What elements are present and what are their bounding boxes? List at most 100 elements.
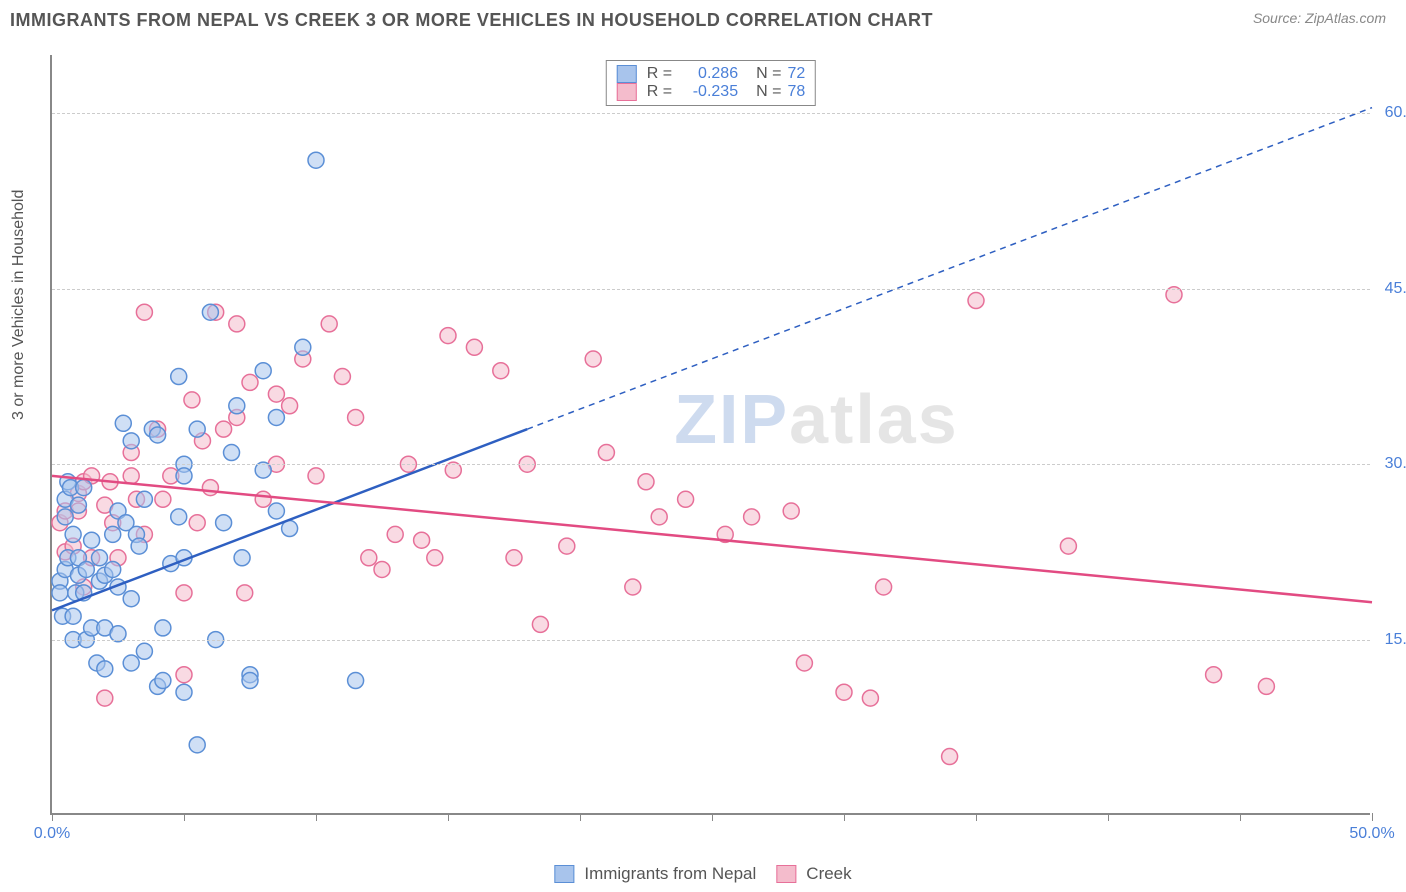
data-point [97, 661, 113, 677]
data-point [242, 673, 258, 689]
data-point [229, 398, 245, 414]
legend-row: R =0.286N =72 [617, 65, 805, 83]
data-point [105, 561, 121, 577]
n-value: 72 [787, 65, 805, 83]
x-tick-label: 0.0% [34, 825, 70, 843]
data-point [268, 409, 284, 425]
data-point [282, 398, 298, 414]
data-point [229, 316, 245, 332]
data-point [374, 561, 390, 577]
regression-line-extrapolated [527, 108, 1372, 430]
x-tick-label: 50.0% [1349, 825, 1394, 843]
gridline [52, 464, 1370, 465]
legend-swatch [617, 83, 637, 101]
data-point [493, 363, 509, 379]
data-point [585, 351, 601, 367]
data-point [968, 293, 984, 309]
data-point [189, 515, 205, 531]
data-point [234, 550, 250, 566]
r-value: -0.235 [678, 83, 738, 101]
data-point [131, 538, 147, 554]
data-point [52, 585, 68, 601]
data-point [84, 532, 100, 548]
data-point [189, 421, 205, 437]
x-tick [1108, 813, 1109, 821]
legend-swatch [617, 65, 637, 83]
data-point [334, 369, 350, 385]
y-tick-label: 30.0% [1385, 455, 1406, 473]
legend-swatch [554, 865, 574, 883]
data-point [123, 591, 139, 607]
data-point [625, 579, 641, 595]
data-point [559, 538, 575, 554]
data-point [1258, 678, 1274, 694]
x-tick [976, 813, 977, 821]
x-tick [1372, 813, 1373, 821]
series-legend: Immigrants from Nepal Creek [554, 864, 851, 884]
source-name: ZipAtlas.com [1305, 10, 1386, 26]
y-tick-label: 15.0% [1385, 631, 1406, 649]
data-point [744, 509, 760, 525]
x-tick [844, 813, 845, 821]
data-point [76, 480, 92, 496]
data-point [155, 673, 171, 689]
x-tick [316, 813, 317, 821]
data-point [105, 526, 121, 542]
legend-item: Immigrants from Nepal [554, 864, 756, 884]
x-tick [580, 813, 581, 821]
data-point [176, 667, 192, 683]
data-point [123, 433, 139, 449]
r-value: 0.286 [678, 65, 738, 83]
data-point [184, 392, 200, 408]
data-point [440, 328, 456, 344]
data-point [268, 503, 284, 519]
x-tick [448, 813, 449, 821]
gridline [52, 640, 1370, 641]
data-point [532, 616, 548, 632]
data-point [150, 427, 166, 443]
correlation-legend: R =0.286N =72R =-0.235N =78 [606, 60, 816, 106]
data-point [136, 643, 152, 659]
data-point [321, 316, 337, 332]
y-axis-label: 3 or more Vehicles in Household [10, 190, 28, 420]
data-point [427, 550, 443, 566]
data-point [598, 445, 614, 461]
data-point [308, 152, 324, 168]
data-point [171, 369, 187, 385]
data-point [255, 491, 271, 507]
data-point [783, 503, 799, 519]
r-label: R = [647, 65, 672, 83]
data-point [65, 526, 81, 542]
x-tick [712, 813, 713, 821]
x-tick [1240, 813, 1241, 821]
n-value: 78 [787, 83, 805, 101]
data-point [97, 690, 113, 706]
regression-line [52, 476, 1372, 602]
data-point [136, 491, 152, 507]
x-tick [184, 813, 185, 821]
data-point [1206, 667, 1222, 683]
data-point [155, 491, 171, 507]
legend-item: Creek [776, 864, 851, 884]
data-point [176, 585, 192, 601]
scatter-chart: ZIPatlas R =0.286N =72R =-0.235N =78 15.… [50, 55, 1370, 815]
data-point [171, 509, 187, 525]
data-point [224, 445, 240, 461]
data-point [176, 468, 192, 484]
data-point [796, 655, 812, 671]
legend-swatch [776, 865, 796, 883]
data-point [268, 386, 284, 402]
data-point [57, 509, 73, 525]
legend-row: R =-0.235N =78 [617, 83, 805, 101]
data-point [348, 409, 364, 425]
data-point [65, 608, 81, 624]
data-point [202, 304, 218, 320]
data-point [678, 491, 694, 507]
data-point [862, 690, 878, 706]
chart-title: IMMIGRANTS FROM NEPAL VS CREEK 3 OR MORE… [10, 10, 933, 31]
data-point [123, 468, 139, 484]
data-point [202, 480, 218, 496]
data-point [115, 415, 131, 431]
data-point [942, 749, 958, 765]
data-point [123, 655, 139, 671]
